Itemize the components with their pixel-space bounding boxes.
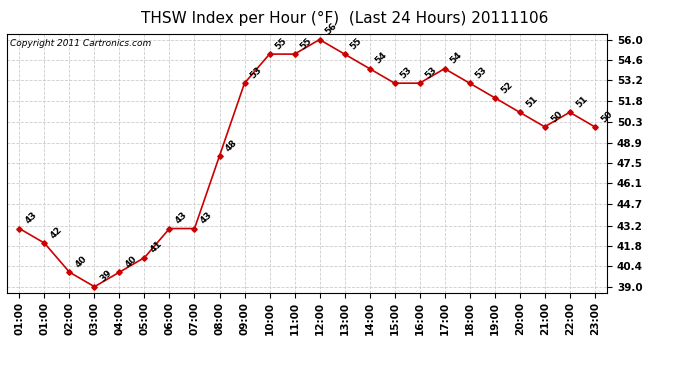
Text: 50: 50 — [599, 109, 614, 124]
Text: 48: 48 — [224, 138, 239, 153]
Text: 43: 43 — [174, 210, 189, 226]
Text: 39: 39 — [99, 268, 114, 284]
Text: 55: 55 — [274, 36, 289, 51]
Text: 42: 42 — [48, 225, 64, 240]
Text: 43: 43 — [199, 210, 214, 226]
Text: 43: 43 — [23, 210, 39, 226]
Text: 51: 51 — [524, 94, 539, 110]
Text: THSW Index per Hour (°F)  (Last 24 Hours) 20111106: THSW Index per Hour (°F) (Last 24 Hours)… — [141, 11, 549, 26]
Text: 53: 53 — [248, 65, 264, 80]
Text: 41: 41 — [148, 240, 164, 255]
Text: 40: 40 — [74, 254, 89, 269]
Text: 55: 55 — [299, 36, 314, 51]
Text: Copyright 2011 Cartronics.com: Copyright 2011 Cartronics.com — [10, 39, 151, 48]
Text: 51: 51 — [574, 94, 589, 110]
Text: 54: 54 — [448, 51, 464, 66]
Text: 56: 56 — [324, 22, 339, 37]
Text: 40: 40 — [124, 254, 139, 269]
Text: 50: 50 — [549, 109, 564, 124]
Text: 52: 52 — [499, 80, 514, 95]
Text: 54: 54 — [374, 51, 389, 66]
Text: 53: 53 — [399, 65, 414, 80]
Text: 55: 55 — [348, 36, 364, 51]
Text: 53: 53 — [424, 65, 439, 80]
Text: 53: 53 — [474, 65, 489, 80]
